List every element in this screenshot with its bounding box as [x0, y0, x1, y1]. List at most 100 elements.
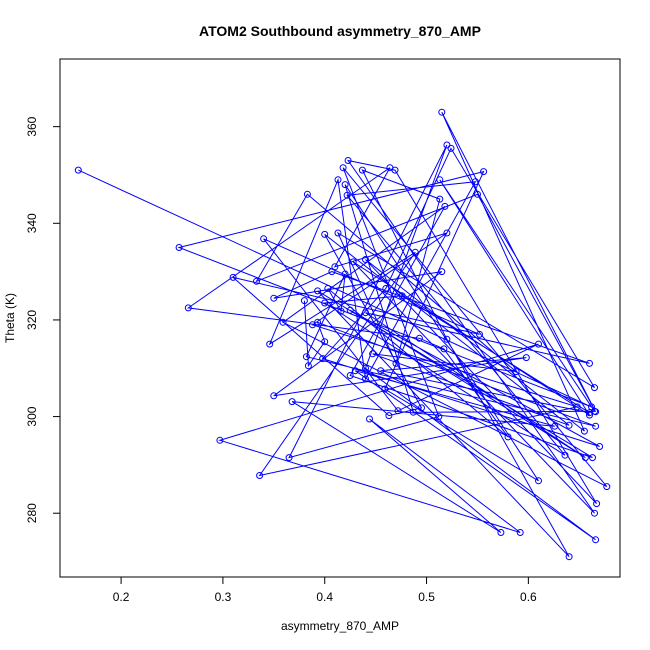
- y-tick-label: 360: [25, 116, 39, 136]
- plot-frame: [59, 58, 621, 578]
- data-point: [551, 422, 559, 430]
- data-point: [392, 359, 400, 367]
- data-point: [229, 273, 237, 281]
- y-tick-label: 320: [25, 310, 39, 330]
- data-point: [216, 436, 224, 444]
- data-point: [586, 409, 593, 417]
- data-point: [480, 168, 488, 176]
- data-point: [435, 413, 443, 421]
- data-point: [260, 235, 268, 243]
- data-point: [382, 285, 390, 292]
- data-point: [351, 367, 359, 375]
- data-point: [593, 500, 601, 508]
- data-point: [381, 385, 389, 393]
- data-point: [522, 354, 530, 362]
- data-point: [288, 398, 296, 406]
- data-point: [304, 362, 312, 370]
- data-point: [362, 375, 369, 383]
- data-point: [436, 195, 444, 203]
- series-line: [78, 111, 608, 558]
- data-point: [398, 292, 406, 300]
- data-point: [358, 166, 366, 174]
- data-point: [285, 454, 293, 462]
- series-layer: [74, 108, 611, 561]
- data-point: [476, 330, 483, 338]
- data-point: [175, 244, 183, 251]
- data-point: [440, 345, 448, 353]
- data-point: [303, 190, 311, 198]
- data-point: [436, 176, 444, 184]
- data-point: [443, 229, 451, 237]
- data-point: [302, 353, 310, 361]
- data-point: [339, 164, 347, 172]
- data-point: [319, 355, 327, 363]
- data-point: [346, 306, 354, 314]
- data-point: [441, 202, 449, 210]
- x-tick-label: 0.4: [316, 590, 333, 604]
- data-point: [394, 407, 402, 415]
- data-point: [565, 553, 573, 561]
- data-point: [377, 367, 385, 375]
- data-point: [586, 411, 593, 419]
- data-point: [321, 299, 329, 307]
- data-point: [270, 392, 278, 400]
- data-point: [386, 164, 394, 172]
- data-point: [266, 340, 274, 348]
- y-tick-label: 300: [25, 406, 39, 426]
- data-point: [334, 229, 342, 237]
- data-point: [591, 384, 598, 392]
- data-point: [561, 451, 569, 459]
- data-point: [314, 287, 322, 295]
- data-point: [343, 191, 351, 199]
- data-point: [331, 263, 339, 271]
- data-point: [586, 359, 593, 367]
- data-point: [589, 454, 596, 462]
- data-point: [565, 421, 573, 429]
- x-tick-label: 0.2: [113, 590, 130, 604]
- data-point: [362, 309, 369, 317]
- data-point: [385, 412, 393, 420]
- data-point: [256, 472, 264, 479]
- data-point: [344, 157, 352, 164]
- x-tick-label: 0.5: [418, 590, 435, 604]
- data-point: [409, 408, 417, 416]
- data-point: [443, 141, 451, 149]
- data-point: [471, 178, 479, 186]
- data-point: [362, 364, 369, 372]
- data-point: [253, 277, 260, 285]
- data-point: [592, 422, 600, 430]
- data-point: [474, 190, 481, 198]
- data-point: [443, 335, 451, 343]
- data-point: [341, 181, 349, 189]
- data-point: [362, 256, 369, 263]
- data-point: [314, 318, 322, 326]
- chart-title: ATOM2 Southbound asymmetry_870_AMP: [199, 23, 481, 39]
- data-point: [324, 285, 332, 292]
- data-point: [334, 176, 342, 184]
- data-point: [573, 403, 581, 411]
- data-point: [596, 443, 604, 450]
- y-tick-label: 340: [25, 213, 39, 233]
- x-axis-label: asymmetry_870_AMP: [281, 619, 399, 633]
- data-point: [270, 294, 278, 302]
- data-point: [369, 350, 377, 358]
- data-point: [516, 529, 524, 536]
- y-axis-label: Theta (K): [3, 293, 17, 343]
- data-point: [411, 248, 419, 256]
- data-point: [447, 144, 455, 152]
- data-point: [581, 454, 589, 462]
- data-point: [349, 258, 357, 266]
- data-point: [535, 477, 542, 485]
- x-axis: 0.2 0.3 0.4 0.5 0.6: [113, 576, 537, 604]
- data-point: [184, 304, 192, 312]
- data-point: [591, 509, 598, 517]
- data-point: [366, 415, 373, 423]
- data-point: [337, 307, 345, 315]
- data-point: [346, 372, 354, 379]
- data-point: [438, 268, 446, 276]
- data-point: [512, 368, 520, 376]
- data-point: [418, 404, 425, 412]
- data-point: [341, 270, 349, 278]
- data-point: [504, 433, 512, 441]
